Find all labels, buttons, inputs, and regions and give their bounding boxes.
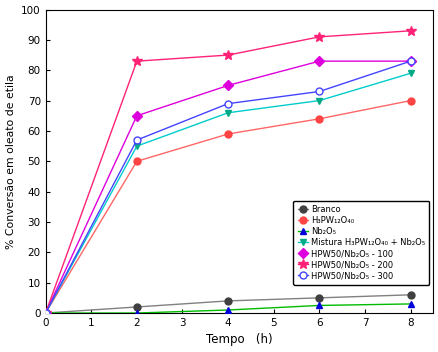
HPW50/Nb₂O₅ - 200 [134,59,139,63]
HPW50/Nb₂O₅ - 100 [43,311,48,315]
H₃PW₁₂O₄₀ [225,132,230,136]
H₃PW₁₂O₄₀ [407,99,412,103]
Line: Branco: Branco [42,291,413,316]
Line: H₃PW₁₂O₄₀: H₃PW₁₂O₄₀ [42,97,413,316]
Nb₂O₅ [407,302,412,306]
HPW50/Nb₂O₅ - 100 [316,59,321,63]
Nb₂O₅ [225,308,230,312]
Y-axis label: % Conversão em oleato de etila: % Conversão em oleato de etila [6,74,15,249]
Nb₂O₅ [134,311,139,315]
HPW50/Nb₂O₅ - 300 [407,59,412,63]
H₃PW₁₂O₄₀ [316,117,321,121]
Branco [316,296,321,300]
Branco [43,311,48,315]
H₃PW₁₂O₄₀ [134,159,139,163]
HPW50/Nb₂O₅ - 300 [43,311,48,315]
HPW50/Nb₂O₅ - 200 [225,53,230,57]
Nb₂O₅ [316,303,321,308]
HPW50/Nb₂O₅ - 100 [225,83,230,88]
Mistura H₃PW₁₂O₄₀ + Nb₂O₅ [225,111,230,115]
HPW50/Nb₂O₅ - 300 [225,101,230,106]
Line: HPW50/Nb₂O₅ - 200: HPW50/Nb₂O₅ - 200 [41,26,414,318]
Mistura H₃PW₁₂O₄₀ + Nb₂O₅ [316,99,321,103]
X-axis label: Tempo   (h): Tempo (h) [206,333,272,346]
Mistura H₃PW₁₂O₄₀ + Nb₂O₅ [134,144,139,148]
HPW50/Nb₂O₅ - 200 [43,311,48,315]
HPW50/Nb₂O₅ - 200 [407,29,412,33]
Branco [134,305,139,309]
HPW50/Nb₂O₅ - 300 [316,89,321,94]
HPW50/Nb₂O₅ - 100 [134,114,139,118]
HPW50/Nb₂O₅ - 300 [134,138,139,142]
HPW50/Nb₂O₅ - 100 [407,59,412,63]
H₃PW₁₂O₄₀ [43,311,48,315]
Line: Mistura H₃PW₁₂O₄₀ + Nb₂O₅: Mistura H₃PW₁₂O₄₀ + Nb₂O₅ [42,70,413,316]
Line: HPW50/Nb₂O₅ - 100: HPW50/Nb₂O₅ - 100 [42,58,413,316]
Line: Nb₂O₅: Nb₂O₅ [42,301,413,316]
Mistura H₃PW₁₂O₄₀ + Nb₂O₅ [407,71,412,75]
Nb₂O₅ [43,311,48,315]
Mistura H₃PW₁₂O₄₀ + Nb₂O₅ [43,311,48,315]
Line: HPW50/Nb₂O₅ - 300: HPW50/Nb₂O₅ - 300 [42,58,413,316]
HPW50/Nb₂O₅ - 200 [316,35,321,39]
Branco [407,293,412,297]
Legend: Branco, H₃PW₁₂O₄₀, Nb₂O₅, Mistura H₃PW₁₂O₄₀ + Nb₂O₅, HPW50/Nb₂O₅ - 100, HPW50/Nb: Branco, H₃PW₁₂O₄₀, Nb₂O₅, Mistura H₃PW₁₂… [293,201,428,284]
Branco [225,299,230,303]
